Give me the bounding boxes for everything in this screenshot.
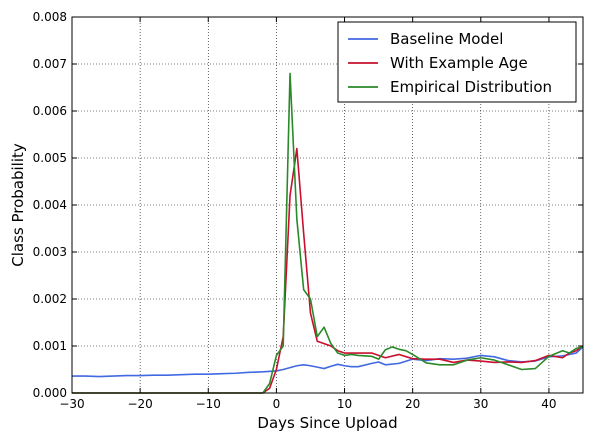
grid-lines (72, 17, 583, 393)
y-tick-label: 0.003 (33, 245, 67, 259)
series-line-2 (72, 72, 584, 394)
y-tick-label: 0.000 (33, 386, 67, 400)
legend-box (337, 21, 577, 103)
x-tick-label: 30 (473, 397, 488, 411)
y-tick-label: 0.006 (33, 104, 67, 118)
y-tick-label: 0.002 (33, 292, 67, 306)
x-tick-label: 20 (405, 397, 420, 411)
y-tick-label: 0.007 (33, 57, 67, 71)
series-layer (72, 72, 584, 394)
y-tick-label: 0.001 (33, 339, 67, 353)
legend: Baseline Model With Example Age Empirical … (337, 21, 577, 103)
series-line-1 (72, 147, 584, 394)
x-tick-label: −20 (127, 397, 152, 411)
y-tick-label: 0.004 (33, 198, 67, 212)
x-tick-label: −10 (196, 397, 221, 411)
legend-entry-label: Empirical Distribution (390, 78, 552, 96)
x-tick-label: −30 (59, 397, 84, 411)
x-tick-label: 10 (337, 397, 352, 411)
y-axis-title: Class Probability (9, 143, 27, 267)
y-tick-label: 0.005 (33, 151, 67, 165)
legend-entry-label: With Example Age (390, 54, 528, 72)
legend-entry-label: Baseline Model (390, 30, 503, 48)
x-axis-title: Days Since Upload (257, 414, 397, 432)
x-axis-ticks: −30 −20 −10 0 10 20 30 40 (59, 17, 557, 411)
series-line-0 (72, 346, 584, 378)
y-tick-label: 0.008 (33, 10, 67, 24)
y-axis-ticks: 0.000 0.001 0.002 0.003 0.004 0.005 0.006 0.007… (33, 10, 583, 400)
x-tick-label: 0 (273, 397, 281, 411)
x-tick-label: 40 (541, 397, 556, 411)
